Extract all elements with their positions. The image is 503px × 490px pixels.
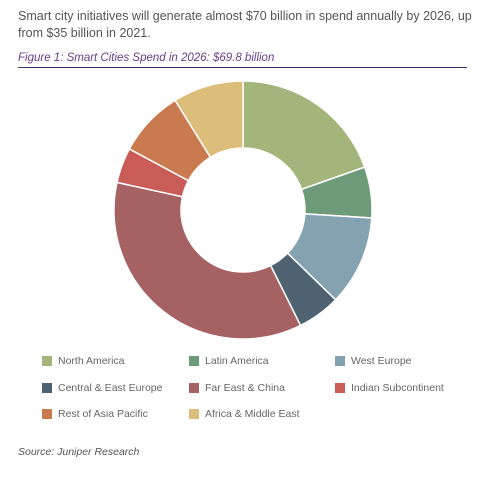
- legend-item-north-america: North America: [42, 355, 125, 367]
- intro-text: Smart city initiatives will generate alm…: [18, 9, 472, 40]
- legend-swatch: [189, 383, 199, 393]
- legend-swatch: [335, 356, 345, 366]
- legend-swatch: [42, 356, 52, 366]
- legend-item-far-east-china: Far East & China: [189, 382, 285, 394]
- legend-item-central-east-europe: Central & East Europe: [42, 382, 162, 394]
- donut-slice-africa-middle-east: [174, 80, 244, 159]
- figure-title-rule: [18, 67, 467, 68]
- legend-label: Far East & China: [205, 382, 285, 394]
- chart-legend: North America Latin America West Europe Cen…: [42, 355, 482, 435]
- legend-label: Africa & Middle East: [205, 408, 300, 420]
- legend-swatch: [335, 383, 345, 393]
- legend-swatch: [189, 409, 199, 419]
- legend-swatch: [42, 409, 52, 419]
- donut-chart: [113, 80, 373, 340]
- donut-slice-far-east-china: [113, 181, 302, 340]
- legend-item-latin-america: Latin America: [189, 355, 269, 367]
- legend-item-indian-subcontinent: Indian Subcontinent: [335, 382, 444, 394]
- legend-item-rest-of-asia-pacific: Rest of Asia Pacific: [42, 408, 148, 420]
- legend-label: West Europe: [351, 355, 412, 367]
- donut-slice-north-america: [242, 80, 366, 191]
- legend-label: Central & East Europe: [58, 382, 163, 394]
- legend-swatch: [42, 383, 52, 393]
- legend-item-africa-middle-east: Africa & Middle East: [189, 408, 300, 420]
- legend-label: Latin America: [205, 355, 269, 367]
- legend-label: Rest of Asia Pacific: [58, 408, 148, 420]
- legend-label: Indian Subcontinent: [351, 382, 444, 394]
- legend-swatch: [189, 356, 199, 366]
- legend-item-west-europe: West Europe: [335, 355, 412, 367]
- source-note: Source: Juniper Research: [18, 446, 140, 458]
- figure-title: Figure 1: Smart Cities Spend in 2026: $6…: [18, 52, 275, 64]
- legend-label: North America: [58, 355, 125, 367]
